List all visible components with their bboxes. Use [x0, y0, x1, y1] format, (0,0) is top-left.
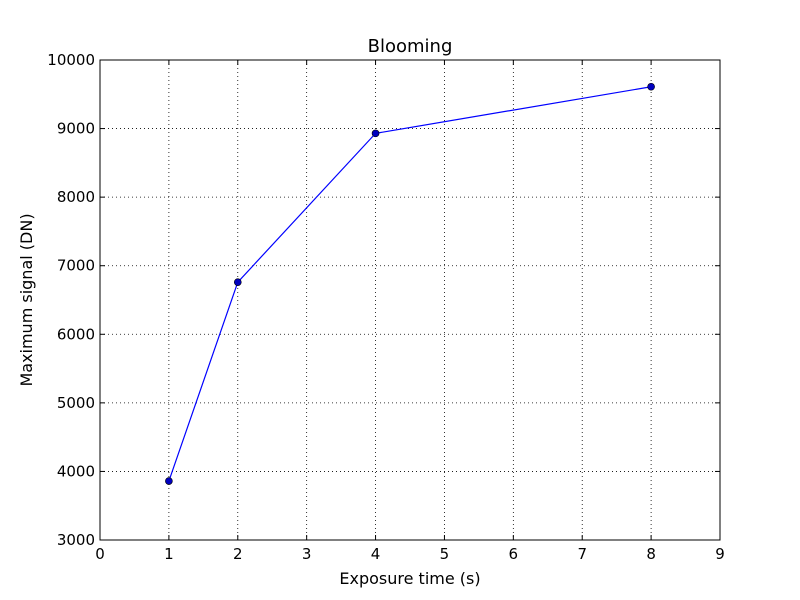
x-tick-label: 4 [371, 545, 381, 563]
chart-title: Blooming [368, 36, 453, 57]
x-tick-label: 5 [440, 545, 450, 563]
x-tick-label: 6 [509, 545, 519, 563]
x-axis-label: Exposure time (s) [339, 569, 480, 588]
y-tick-label: 10000 [47, 51, 95, 69]
y-tick-label: 6000 [57, 325, 95, 343]
y-tick-label: 4000 [57, 462, 95, 480]
series-line [168, 86, 652, 482]
x-tick-label: 3 [302, 545, 312, 563]
y-tick-label: 7000 [57, 257, 95, 275]
x-tick-label: 8 [646, 545, 656, 563]
series-layer [165, 82, 655, 485]
y-tick-label: 8000 [57, 188, 95, 206]
y-tick-label: 9000 [57, 120, 95, 138]
x-tick-label: 0 [95, 545, 105, 563]
data-point [371, 129, 380, 138]
data-point [233, 278, 242, 286]
x-tick-label: 2 [233, 545, 243, 563]
axis-ticks [99, 59, 721, 541]
y-axis-label: Maximum signal (DN) [17, 213, 36, 386]
y-tick-label: 3000 [57, 531, 95, 549]
data-point [647, 82, 655, 91]
grid-lines [100, 60, 720, 540]
x-tick-label: 9 [715, 545, 725, 563]
y-tick-label: 5000 [57, 394, 95, 412]
data-point [165, 477, 173, 485]
x-tick-label: 1 [164, 545, 174, 563]
plot-frame [99, 59, 721, 541]
x-tick-label: 7 [577, 545, 587, 563]
